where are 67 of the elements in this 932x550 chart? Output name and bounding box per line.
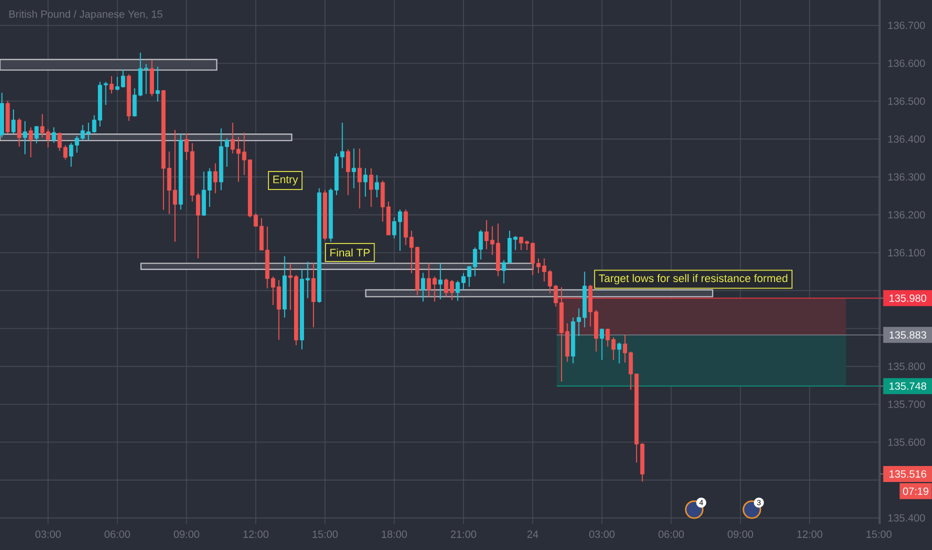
x-tick-label: 15:00 bbox=[866, 530, 892, 538]
x-tick-label: 21:00 bbox=[450, 530, 476, 538]
ref-line-label: 135.748 bbox=[890, 382, 926, 390]
x-tick-label: 09:00 bbox=[174, 530, 200, 538]
candlestick bbox=[213, 162, 218, 194]
candlestick bbox=[22, 120, 28, 155]
candlestick bbox=[63, 144, 68, 160]
x-tick-label: 12:00 bbox=[243, 530, 268, 538]
candlestick bbox=[617, 342, 622, 364]
candlestick bbox=[11, 108, 16, 134]
candlestick bbox=[28, 126, 33, 158]
y-tick-label: 135.800 bbox=[888, 362, 925, 370]
candlestick bbox=[374, 174, 380, 198]
candlestick bbox=[276, 279, 281, 340]
x-tick-label: 06:00 bbox=[104, 530, 130, 538]
y-tick-label: 135.400 bbox=[888, 514, 925, 522]
candlestick bbox=[17, 118, 22, 148]
candlestick bbox=[398, 209, 402, 252]
y-tick-label: 135.600 bbox=[888, 438, 925, 446]
x-tick-label: 24 bbox=[527, 530, 538, 538]
candlestick bbox=[358, 148, 362, 209]
candlestick bbox=[34, 126, 39, 144]
candlestick bbox=[369, 168, 374, 208]
candlestick bbox=[513, 236, 518, 251]
text: British Pound / Japanese Yen, 15 bbox=[9, 10, 162, 20]
candlestick bbox=[346, 148, 350, 196]
ref-line-label: 135.980 bbox=[890, 294, 926, 302]
y-tick-label: 136.400 bbox=[888, 135, 925, 143]
x-tick-label: 09:00 bbox=[728, 530, 754, 538]
y-tick-label: 136.100 bbox=[888, 249, 925, 256]
annotation: Entry bbox=[273, 176, 298, 186]
candlestick bbox=[421, 272, 426, 302]
candlestick bbox=[109, 76, 114, 94]
candlestick bbox=[444, 278, 448, 298]
candlestick bbox=[58, 132, 62, 152]
y-tick-label: 136.500 bbox=[888, 97, 925, 105]
x-tick-label: 18:00 bbox=[382, 530, 407, 538]
candlestick bbox=[450, 279, 454, 301]
candlestick bbox=[104, 81, 108, 106]
y-tick-label: 135.700 bbox=[888, 400, 925, 408]
candlestick bbox=[208, 168, 212, 208]
x-tick-label: 15:00 bbox=[312, 530, 338, 538]
y-tick-label: 136.300 bbox=[888, 173, 925, 181]
candlestick bbox=[352, 148, 356, 189]
annotation: Final TP bbox=[330, 248, 370, 257]
candlestick bbox=[438, 262, 442, 300]
candlestick bbox=[224, 138, 230, 168]
y-tick-label: 136.600 bbox=[888, 60, 925, 67]
y-tick-label: 136.700 bbox=[888, 22, 925, 30]
candlestick bbox=[132, 88, 137, 118]
annotation: Target lows for sell if resistance formed bbox=[598, 274, 788, 284]
candlestick bbox=[519, 236, 524, 251]
ref-line-label: 135.883 bbox=[890, 331, 926, 339]
text: 135.516 bbox=[890, 470, 926, 478]
candlestick bbox=[69, 142, 74, 168]
candlestick bbox=[363, 168, 368, 198]
x-tick-label: 06:00 bbox=[658, 530, 684, 538]
candlestick bbox=[392, 216, 396, 239]
candlestick bbox=[52, 126, 56, 144]
x-tick-label: 03:00 bbox=[589, 530, 615, 538]
candlestick bbox=[600, 328, 604, 360]
x-tick-label: 12:00 bbox=[797, 530, 822, 538]
text: 07:19 bbox=[903, 487, 928, 495]
candlestick bbox=[311, 262, 316, 328]
x-tick-label: 03:00 bbox=[35, 530, 61, 538]
y-tick-label: 136.200 bbox=[888, 211, 925, 219]
candlestick bbox=[156, 66, 160, 102]
